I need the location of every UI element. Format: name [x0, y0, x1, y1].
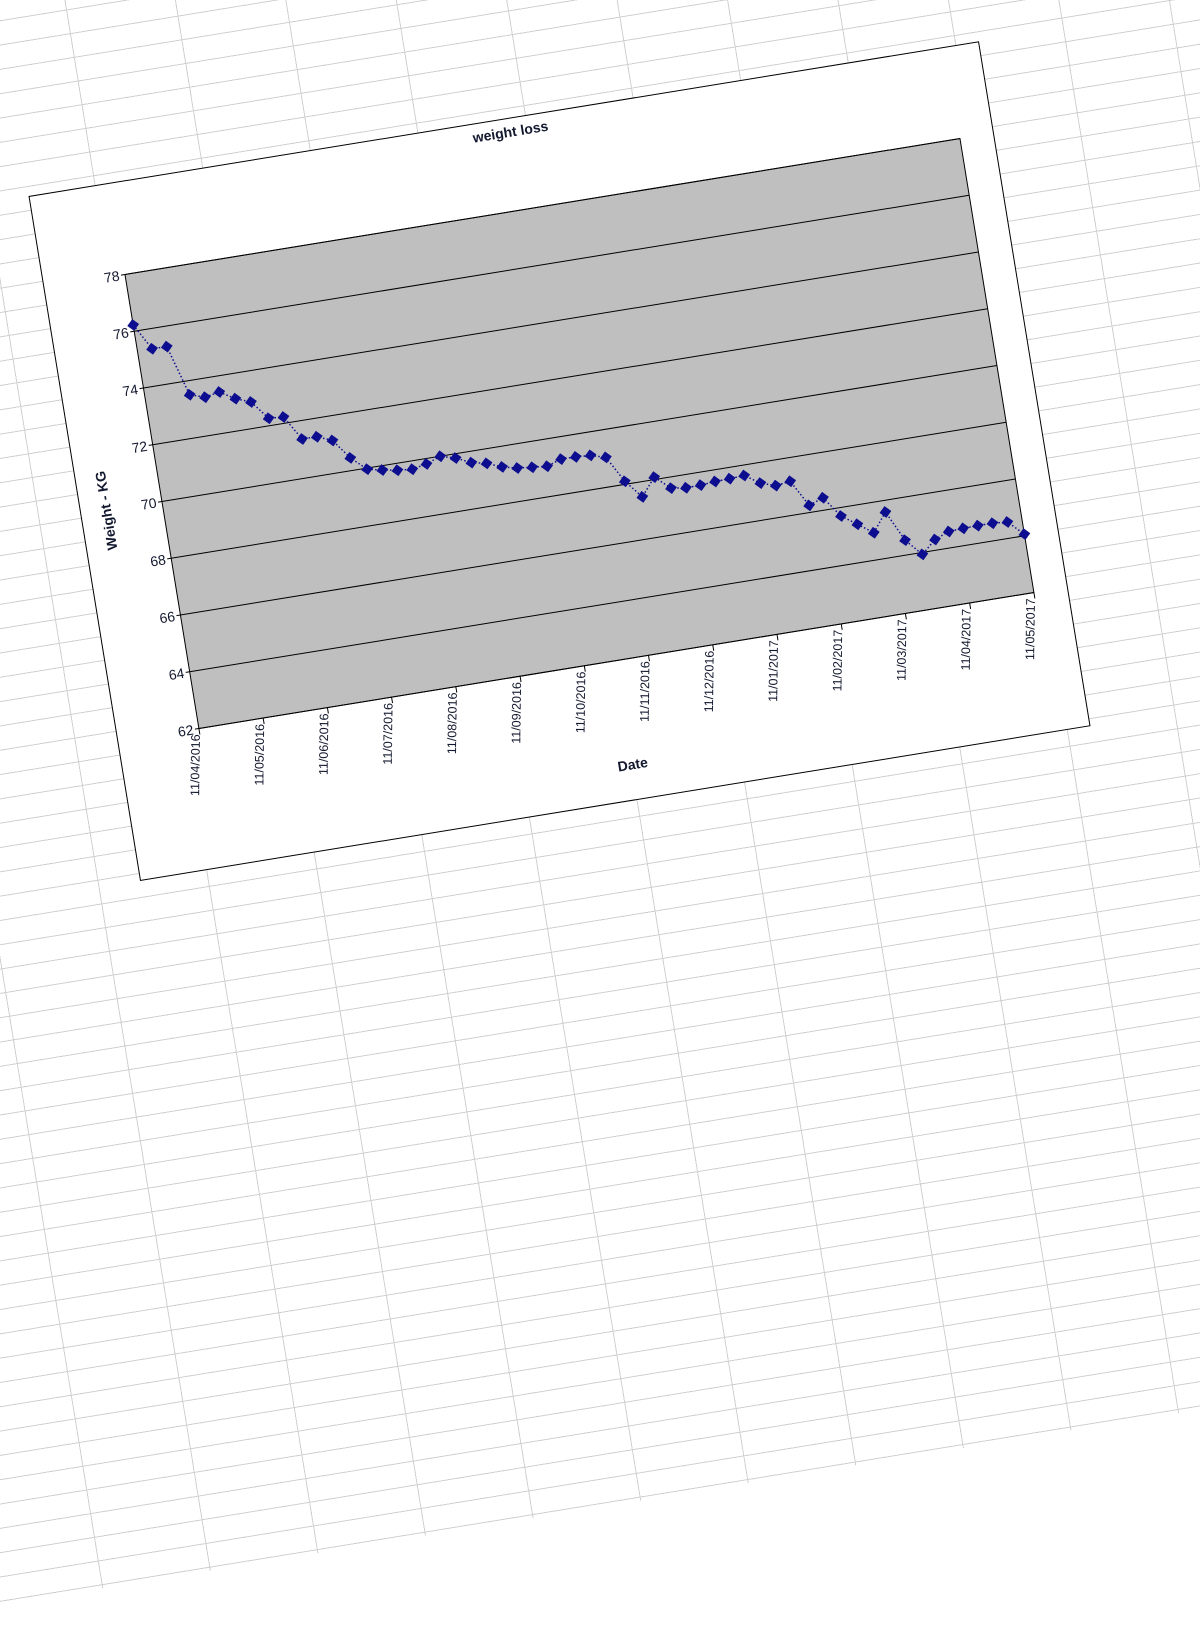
svg-text:11/09/2016: 11/09/2016	[509, 682, 524, 744]
svg-text:68: 68	[149, 551, 167, 569]
svg-text:weight loss: weight loss	[471, 118, 550, 146]
svg-text:Weight - KG: Weight - KG	[92, 470, 121, 551]
svg-text:11/11/2016: 11/11/2016	[638, 661, 653, 722]
svg-text:Date: Date	[616, 754, 649, 775]
svg-text:11/05/2016: 11/05/2016	[252, 724, 267, 786]
svg-text:11/01/2017: 11/01/2017	[766, 640, 781, 702]
svg-text:11/02/2017: 11/02/2017	[830, 630, 845, 692]
svg-text:70: 70	[140, 494, 158, 512]
svg-text:11/06/2016: 11/06/2016	[317, 713, 332, 775]
svg-text:66: 66	[158, 608, 176, 626]
svg-text:11/04/2016: 11/04/2016	[188, 734, 203, 796]
svg-text:11/07/2016: 11/07/2016	[381, 703, 396, 765]
svg-text:11/08/2016: 11/08/2016	[445, 692, 460, 754]
svg-text:11/10/2016: 11/10/2016	[573, 671, 588, 733]
svg-text:76: 76	[112, 324, 130, 342]
svg-text:74: 74	[121, 381, 139, 399]
svg-text:11/03/2017: 11/03/2017	[895, 619, 910, 681]
svg-text:72: 72	[131, 438, 149, 456]
svg-text:11/12/2016: 11/12/2016	[702, 651, 717, 713]
svg-text:64: 64	[167, 665, 185, 683]
svg-text:11/05/2017: 11/05/2017	[1023, 598, 1038, 660]
svg-text:11/04/2017: 11/04/2017	[959, 609, 974, 671]
svg-text:78: 78	[103, 267, 121, 285]
